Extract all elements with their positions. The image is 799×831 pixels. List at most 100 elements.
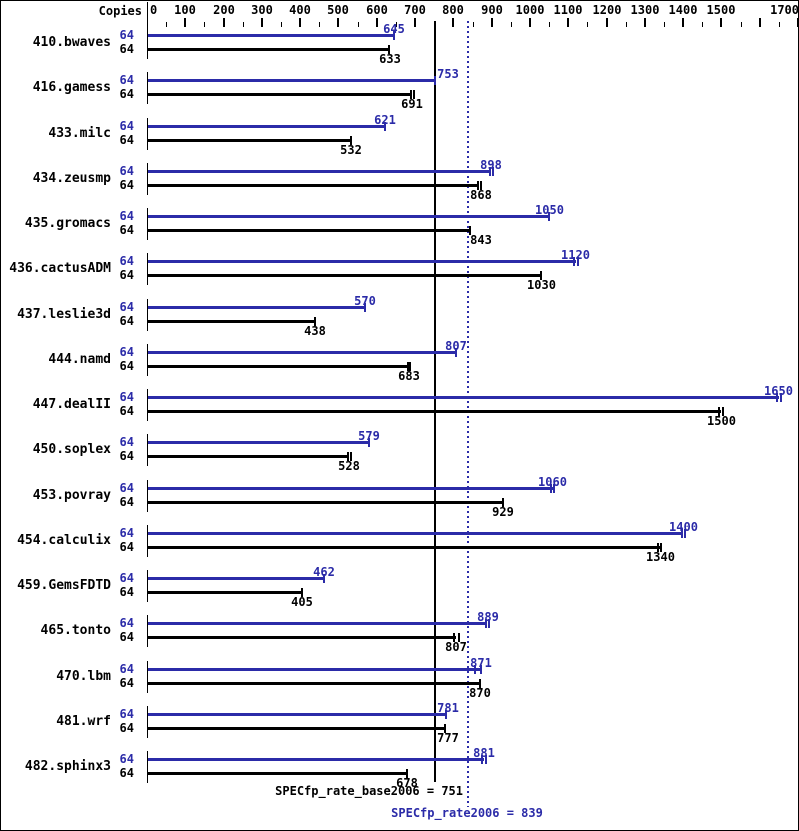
peak-copies-value: 64 [119, 345, 134, 359]
row-axis-segment [147, 72, 148, 104]
run-tick [657, 543, 659, 552]
copies-column-header: Copies [98, 4, 142, 18]
peak-bar [148, 351, 456, 354]
row-axis-segment [147, 27, 148, 59]
peak-value-label: 881 [473, 746, 495, 760]
run-tick [479, 679, 481, 688]
peak-value-label: 1050 [535, 203, 564, 217]
base-value-label: 870 [469, 686, 491, 700]
peak-value-label: 871 [470, 656, 492, 670]
run-tick [573, 257, 575, 266]
row-axis-segment [147, 615, 148, 647]
run-tick [718, 407, 720, 416]
base-bar [148, 320, 315, 323]
peak-value-label: 898 [480, 158, 502, 172]
run-tick [480, 181, 482, 190]
peak-copies-value: 64 [119, 752, 134, 766]
run-tick [393, 31, 395, 40]
peak-mean-reference-line [467, 21, 469, 807]
base-bar [148, 274, 541, 277]
axis-major-tick [759, 18, 761, 27]
axis-minor-tick [319, 22, 320, 27]
benchmark-name: 436.cactusADM [9, 261, 111, 276]
peak-copies-value: 64 [119, 526, 134, 540]
peak-bar [148, 713, 446, 716]
axis-minor-tick [549, 22, 550, 27]
base-copies-value: 64 [119, 540, 134, 554]
axis-label: 500 [327, 3, 349, 17]
axis-major-tick [223, 18, 225, 27]
base-value-label: 678 [396, 776, 418, 790]
base-value-label: 777 [437, 731, 459, 745]
peak-copies-value: 64 [119, 28, 134, 42]
run-tick [368, 438, 370, 447]
axis-major-tick [682, 18, 684, 27]
base-value-label: 691 [401, 97, 423, 111]
run-tick [684, 529, 686, 538]
benchmark-name: 437.leslie3d [17, 307, 111, 322]
axis-label: 1200 [592, 3, 622, 17]
run-tick [540, 271, 542, 280]
run-tick [384, 122, 386, 131]
base-copies-value: 64 [119, 449, 134, 463]
axis-minor-tick [166, 22, 167, 27]
peak-bar [148, 622, 487, 625]
row-axis-segment [147, 344, 148, 376]
peak-value-label: 889 [477, 610, 499, 624]
peak-copies-value: 64 [119, 209, 134, 223]
run-tick [480, 665, 482, 674]
peak-copies-value: 64 [119, 481, 134, 495]
axis-minor-tick [626, 22, 627, 27]
run-tick [722, 407, 724, 416]
benchmark-name: 435.gromacs [24, 216, 111, 231]
base-value-label: 528 [338, 459, 360, 473]
base-copies-value: 64 [119, 495, 134, 509]
base-bar [148, 365, 409, 368]
run-tick [413, 90, 415, 99]
axis-minor-tick [204, 22, 205, 27]
row-axis-segment [147, 706, 148, 738]
axis-label: 0 [150, 3, 158, 17]
row-axis-segment [147, 570, 148, 602]
axis-label: 100 [174, 3, 196, 17]
axis-major-tick [184, 18, 186, 27]
peak-bar [148, 441, 369, 444]
base-copies-value: 64 [119, 359, 134, 373]
row-axis-segment [147, 525, 148, 557]
row-axis-segment [147, 751, 148, 783]
run-tick [488, 619, 490, 628]
base-bar [148, 455, 349, 458]
peak-copies-value: 64 [119, 164, 134, 178]
run-tick [550, 484, 552, 493]
benchmark-name: 447.dealII [32, 397, 111, 412]
axis-label: 200 [213, 3, 235, 17]
benchmark-name: 482.sphinx3 [24, 759, 111, 774]
row-axis-segment [147, 389, 148, 421]
run-tick [406, 769, 408, 778]
base-copies-value: 64 [119, 721, 134, 735]
row-axis-segment [147, 661, 148, 693]
base-bar [148, 184, 479, 187]
peak-bar [148, 532, 683, 535]
axis-label: 700 [404, 3, 426, 17]
run-tick [314, 317, 316, 326]
base-value-label: 1340 [646, 550, 675, 564]
base-value-label: 438 [304, 324, 326, 338]
row-axis-segment [147, 299, 148, 331]
axis-minor-tick [281, 22, 282, 27]
axis-label: 400 [289, 3, 311, 17]
base-copies-value: 64 [119, 223, 134, 237]
benchmark-name: 434.zeusmp [32, 171, 111, 186]
run-tick [410, 90, 412, 99]
axis-minor-tick [511, 22, 512, 27]
peak-value-label: 1400 [669, 520, 698, 534]
axis-label: 600 [366, 3, 388, 17]
base-bar [148, 682, 480, 685]
run-tick [347, 452, 349, 461]
base-copies-value: 64 [119, 585, 134, 599]
peak-copies-value: 64 [119, 390, 134, 404]
axis-major-tick [644, 18, 646, 27]
peak-value-label: 621 [374, 113, 396, 127]
run-tick [492, 167, 494, 176]
axis-label: 1300 [630, 3, 660, 17]
